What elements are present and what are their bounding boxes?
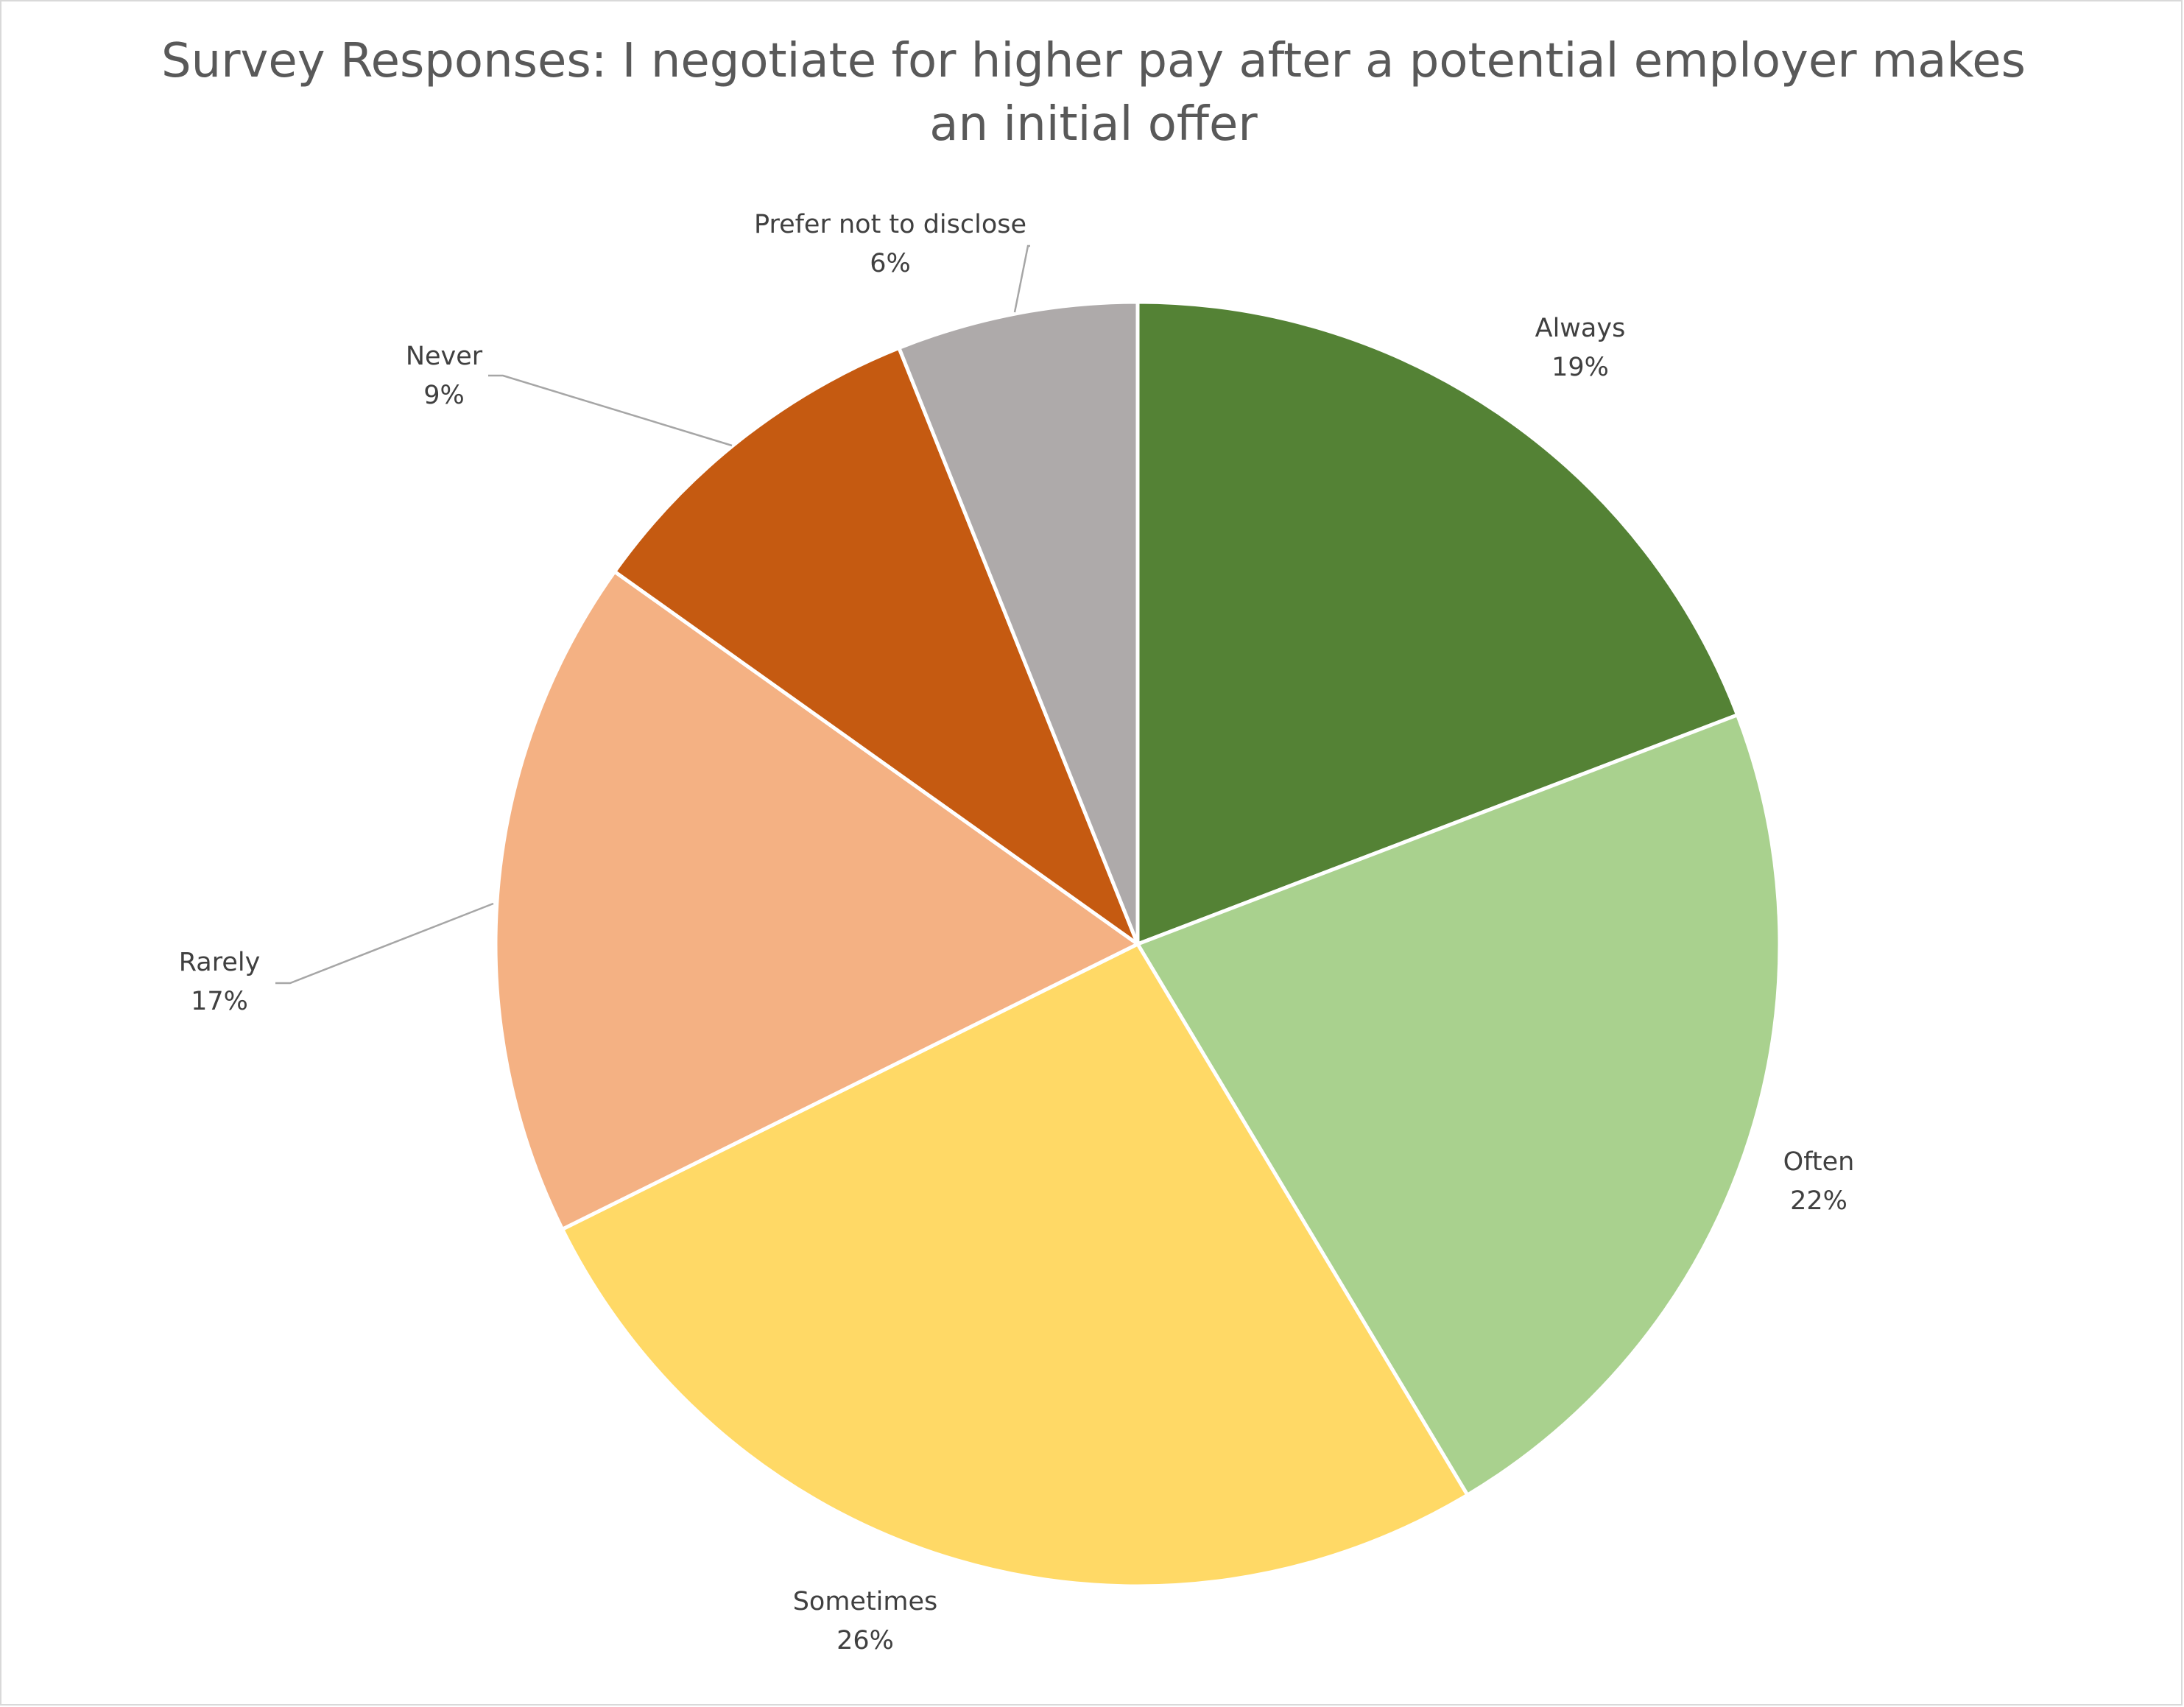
pie-slices bbox=[493, 300, 1782, 1588]
slice-label-percent: 26% bbox=[836, 1626, 894, 1655]
leader-line-rarely bbox=[275, 902, 494, 985]
pie-slice-often bbox=[1135, 713, 1782, 1497]
data-label-prefer-not-to-disclose: Prefer not to disclose 6% bbox=[754, 210, 1026, 278]
data-label-rarely: Rarely 17% bbox=[179, 948, 261, 1016]
pie-slice-rarely bbox=[493, 569, 1140, 1231]
slice-label-percent: 17% bbox=[191, 987, 248, 1016]
slice-label-name: Prefer not to disclose bbox=[754, 210, 1026, 239]
slice-label-name: Sometimes bbox=[793, 1587, 938, 1616]
slice-label-name: Always bbox=[1535, 314, 1626, 343]
leader-lines bbox=[275, 244, 1030, 985]
slice-label-percent: 9% bbox=[423, 381, 465, 410]
chart-title: Survey Responses: I negotiate for higher… bbox=[161, 34, 2026, 152]
data-label-always: Always 19% bbox=[1535, 314, 1626, 382]
pie-slice-always bbox=[1135, 300, 1740, 946]
slice-label-percent: 22% bbox=[1790, 1186, 1847, 1216]
slice-label-percent: 6% bbox=[870, 249, 911, 278]
data-label-never: Never 9% bbox=[406, 342, 483, 410]
data-label-sometimes: Sometimes 26% bbox=[793, 1587, 938, 1655]
pie-slice-sometimes bbox=[560, 942, 1470, 1588]
slice-label-name: Rarely bbox=[179, 948, 261, 977]
pie-slice-prefer-not-to-disclose bbox=[897, 300, 1140, 946]
leader-line-prefer-not-to-disclose bbox=[1013, 244, 1030, 313]
leader-line-never bbox=[488, 374, 733, 447]
slice-label-percent: 19% bbox=[1551, 353, 1609, 382]
slice-label-name: Often bbox=[1783, 1147, 1855, 1177]
pie-slice-never bbox=[613, 345, 1140, 946]
slice-label-name: Never bbox=[406, 342, 483, 371]
data-labels: Always 19% Often 22% Sometimes 26% Rarely 17% Ne… bbox=[179, 210, 1855, 1655]
data-label-often: Often 22% bbox=[1783, 1147, 1855, 1216]
